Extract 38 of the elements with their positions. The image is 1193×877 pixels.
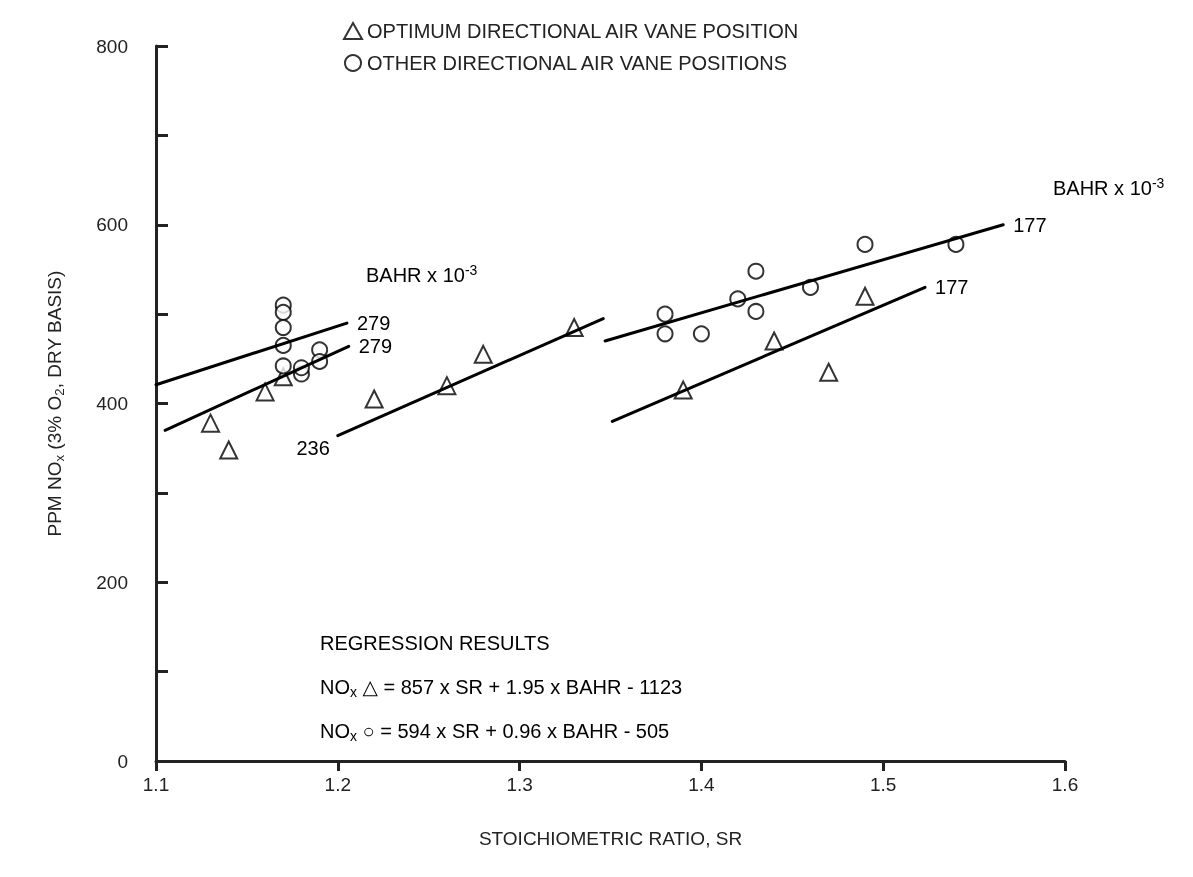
legend-label: OPTIMUM DIRECTIONAL AIR VANE POSITION bbox=[367, 20, 799, 42]
x-tick-label: 1.2 bbox=[324, 774, 352, 795]
x-tick-label: 1.6 bbox=[1051, 774, 1079, 795]
point bbox=[819, 362, 839, 382]
y-tick-label: 600 bbox=[96, 214, 128, 236]
point bbox=[473, 344, 493, 364]
point bbox=[219, 440, 239, 460]
point bbox=[274, 357, 292, 375]
y-tick-label: 200 bbox=[96, 571, 128, 593]
annotation: 177 bbox=[935, 276, 969, 299]
point bbox=[747, 262, 765, 280]
point bbox=[364, 389, 384, 409]
annotation: REGRESSION RESULTS bbox=[320, 632, 550, 654]
x-tick-label: 1.3 bbox=[506, 774, 533, 795]
point bbox=[764, 331, 784, 351]
x-tick-label: 1.5 bbox=[869, 774, 897, 795]
annotation: 279 bbox=[356, 312, 391, 335]
y-tick-label: 800 bbox=[96, 35, 128, 57]
point bbox=[656, 325, 674, 343]
point bbox=[274, 319, 292, 337]
y-tick-label: 400 bbox=[96, 393, 128, 414]
point bbox=[255, 382, 275, 402]
y-axis-title: PPM NOx (3% O2, DRY BASIS) bbox=[44, 270, 67, 537]
x-axis-title: STOICHIOMETRIC RATIO, SR bbox=[478, 828, 743, 849]
annotation: 177 bbox=[1013, 213, 1047, 236]
point bbox=[274, 303, 292, 321]
x-tick-label: 1.1 bbox=[142, 774, 170, 795]
point bbox=[692, 325, 710, 343]
point bbox=[856, 235, 874, 253]
point bbox=[201, 413, 221, 433]
annotation: 236 bbox=[296, 436, 330, 459]
point bbox=[855, 286, 875, 306]
legend-label: OTHER DIRECTIONAL AIR VANE POSITIONS bbox=[367, 52, 788, 74]
point bbox=[747, 302, 765, 320]
annotation: 279 bbox=[358, 335, 393, 358]
y-tick-label: 0 bbox=[117, 750, 128, 772]
point bbox=[656, 305, 674, 323]
x-tick-label: 1.4 bbox=[688, 774, 716, 795]
